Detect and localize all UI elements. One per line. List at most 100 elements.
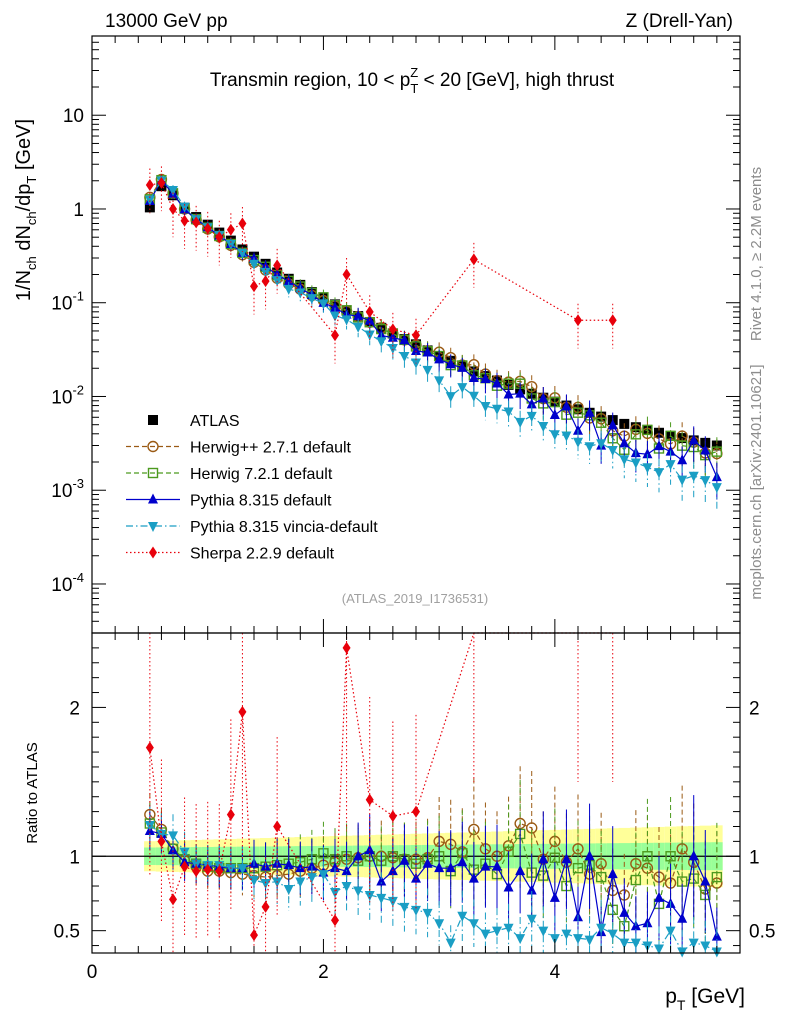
data-point [457,383,468,394]
data-point [677,433,688,444]
data-point [179,202,190,213]
ratio-point [584,850,595,861]
data-point [700,476,711,487]
data-point [411,344,421,355]
y-axis-label: 1/Nch dNch/dpT [GeV] [13,119,39,301]
mcplots-label: mcplots.cern.ch [arXiv:2401.10621] [748,364,765,599]
data-point [168,185,178,196]
data-point [574,314,582,327]
ratio-point [203,863,212,876]
data-point [654,440,664,451]
data-point [584,442,595,453]
data-point [642,463,653,474]
plot-title-sub: T [410,81,418,96]
data-point [215,231,224,244]
ratio-point [422,857,433,868]
legend-label: ATLAS [190,413,240,430]
ratio-point [642,917,653,928]
data-point [561,431,572,442]
data-point [503,388,514,399]
data-point [353,310,364,321]
ratio-point [342,641,351,654]
legend-marker [147,467,159,479]
ratio-tick-label-left: 0.5 [54,922,80,943]
ratio-point [237,864,248,875]
data-point [422,365,433,376]
ratio-point [677,912,688,923]
ratio-point [353,850,364,861]
data-point [342,268,351,281]
data-point [330,311,340,322]
series-line-ratio [149,823,718,928]
data-point [607,445,618,456]
ratio-point [238,705,247,718]
ratio-point [457,856,468,867]
x-axis-label: pT [GeV] [665,985,745,1013]
ratio-point [526,914,537,925]
ratio-point [654,944,664,955]
ratio-point [526,884,537,895]
data-point [192,216,201,229]
data-point [642,424,653,436]
data-point [480,401,491,412]
ratio-point [399,854,410,865]
ratio-point [445,862,456,873]
x-tick-label: 0 [87,962,98,983]
ratio-point [260,879,271,890]
ratio-point [596,923,607,934]
ratio-point [295,877,306,888]
legend-entry: ATLAS [148,413,240,430]
ratio-point [261,900,270,913]
ratio-tick-label-right: 2 [749,698,760,719]
y-tick-label: 10-4 [51,570,84,596]
data-point [434,353,445,364]
ratio-point [145,741,154,754]
data-point [480,373,491,384]
legend: ATLAS Herwig++ 2.7.1 default Herwig 7.2.1 … [126,413,378,563]
data-point [412,329,420,342]
legend-marker [148,493,158,504]
ratio-point [168,831,178,842]
series-line-ratio [149,814,718,896]
ratio-point [619,938,630,949]
data-point [630,458,641,469]
ratio-tick-label-left: 2 [69,698,80,719]
data-point [445,358,456,369]
data-point [422,346,433,357]
ratio-point [642,851,653,862]
ratio-point [700,875,711,886]
data-point [572,407,584,418]
ratio-axis-label: Ratio to ATLAS [24,742,41,843]
ratio-tick-label-right: 1 [749,847,760,868]
ratio-point [434,919,445,930]
plot-title-sup: Z [410,65,418,80]
data-point [387,331,398,342]
data-point [608,314,617,327]
ratio-point [295,862,306,873]
legend-label: Pythia 8.315 vincia-default [190,519,378,536]
data-point [399,351,410,362]
data-point [145,179,154,192]
legend-label: Herwig 7.2.1 default [190,466,333,483]
x-tick-label: 4 [550,962,561,983]
ratio-point [619,906,630,917]
data-point [237,248,248,259]
legend-label: Pythia 8.315 default [190,493,332,510]
energy-label: 13000 GeV pp [105,11,228,32]
ratio-point [180,860,189,873]
data-point [434,376,445,387]
series-line-main [149,182,613,337]
data-point [169,202,177,215]
data-point [295,288,306,299]
ratio-point [480,860,491,871]
ratio-point [388,810,397,823]
legend-label: Sherpa 2.2.9 default [190,546,335,563]
data-point [595,417,607,428]
ratio-point [283,859,294,870]
data-point [561,400,572,411]
data-point [619,437,630,448]
ratio-point [468,919,479,930]
series-line-main [149,178,717,455]
data-point [711,446,723,457]
data-point [445,392,456,403]
